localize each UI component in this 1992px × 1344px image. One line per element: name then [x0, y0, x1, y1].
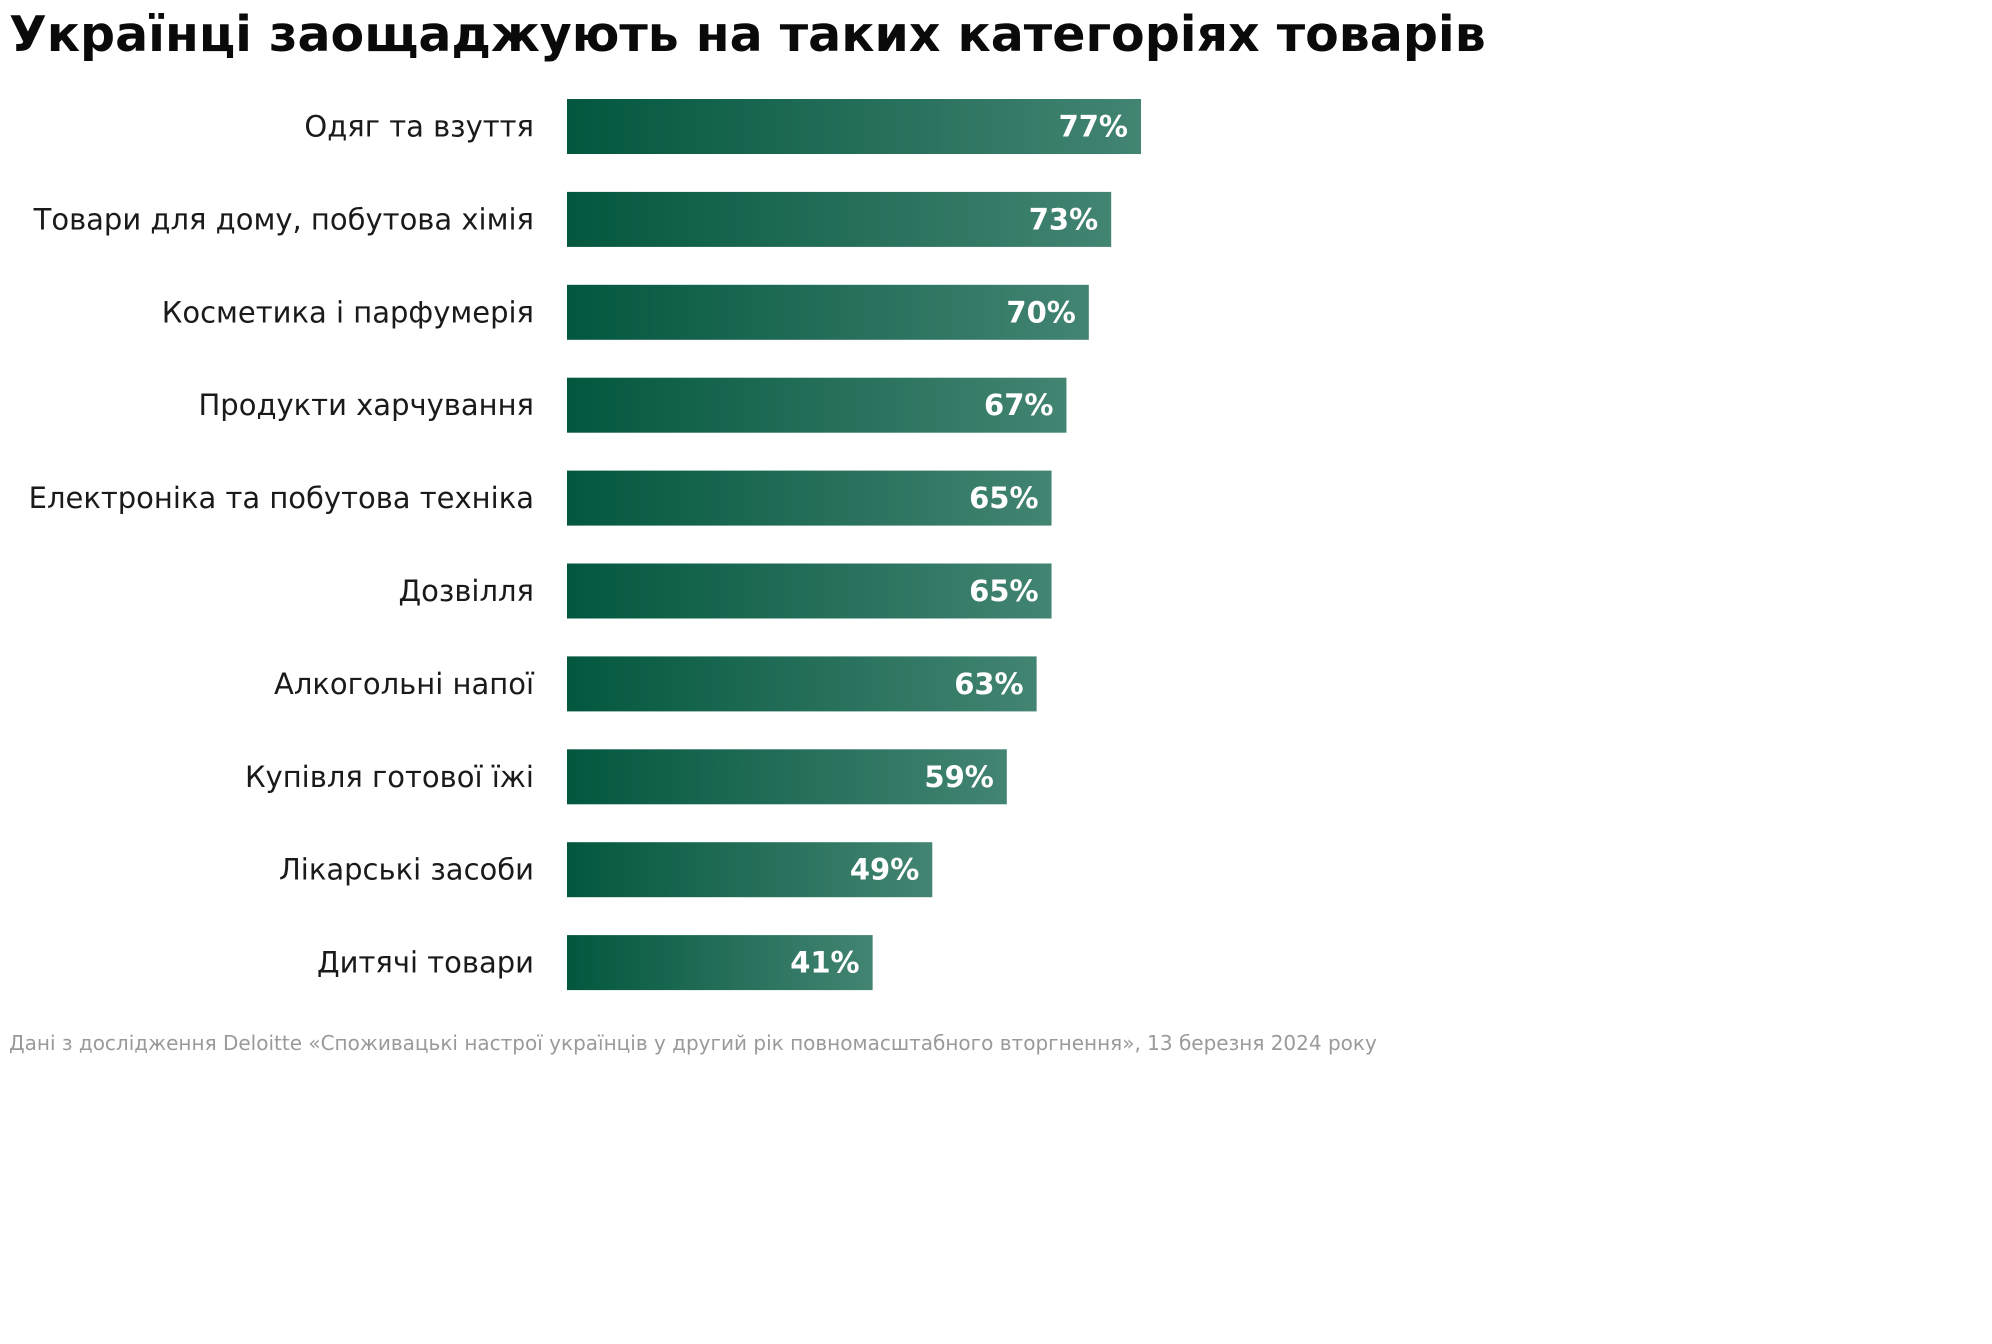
category-label: Алкогольні напої	[274, 667, 535, 701]
value-label: 41%	[790, 946, 859, 980]
bar	[567, 749, 1007, 805]
value-label: 49%	[850, 853, 919, 887]
bar	[567, 656, 1037, 712]
bar	[567, 563, 1052, 619]
value-label: 67%	[984, 388, 1053, 422]
category-label: Дитячі товари	[317, 946, 534, 980]
value-label: 77%	[1059, 110, 1128, 144]
category-label: Електроніка та побутова техніка	[29, 481, 534, 515]
category-label: Купівля готової їжі	[245, 760, 534, 794]
value-label: 65%	[969, 574, 1038, 608]
bar	[567, 377, 1067, 433]
value-label: 70%	[1006, 295, 1075, 329]
value-label: 65%	[969, 481, 1038, 515]
bar	[567, 99, 1141, 154]
category-label: Одяг та взуття	[304, 110, 534, 144]
source-note: Дані з дослідження Deloitte «Споживацькі…	[9, 1031, 1377, 1055]
category-label: Лікарські засоби	[279, 853, 534, 887]
bar	[567, 191, 1112, 247]
value-label: 63%	[954, 667, 1023, 701]
bar	[567, 284, 1089, 340]
bar	[567, 842, 933, 898]
category-label: Косметика і парфумерія	[162, 295, 534, 329]
category-label: Продукти харчування	[198, 388, 534, 422]
value-label: 59%	[924, 760, 993, 794]
category-label: Дозвілля	[399, 574, 534, 608]
bars-group: Одяг та взуття 77% Товари для дому, побуто…	[29, 99, 1141, 991]
bar	[567, 935, 873, 991]
value-label: 73%	[1029, 202, 1098, 236]
bar-chart: Одяг та взуття 77% Товари для дому, побуто…	[29, 99, 1141, 991]
chart-title: Українці заощаджують на таких категоріях…	[9, 6, 1486, 63]
bar	[567, 470, 1052, 526]
category-label: Товари для дому, побутова хімія	[33, 202, 534, 236]
